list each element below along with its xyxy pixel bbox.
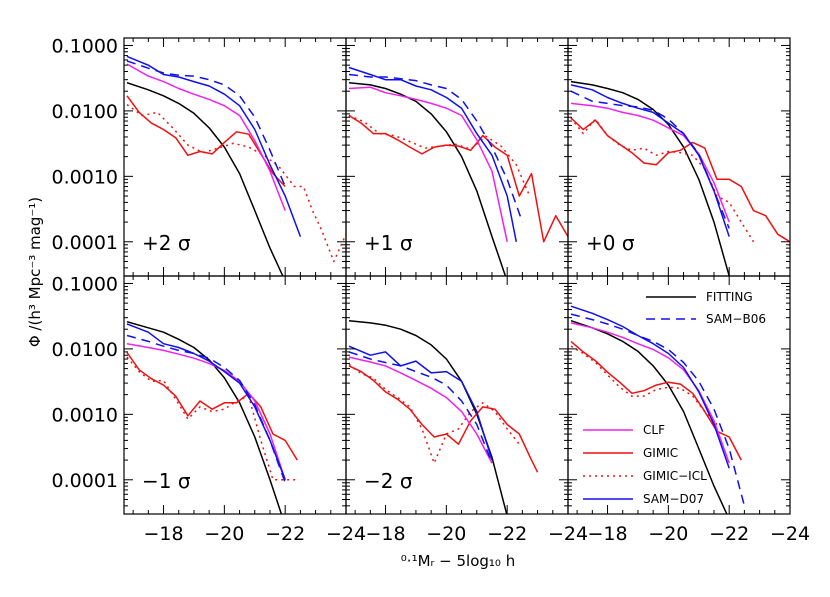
panel-5-x-tick-label: −22: [487, 523, 527, 545]
panel-2-series-clf: [348, 86, 508, 242]
panel-2-series-gimic: [348, 114, 568, 243]
panel-2-label: +1 σ: [364, 231, 413, 255]
legend-top-item-label: SAM−B06: [706, 312, 766, 326]
panel-2-series-sam-b06: [348, 73, 524, 223]
legend-bottom-item-label: CLF: [643, 423, 665, 437]
panel-3-series-gimic: [570, 117, 790, 243]
panel-6-x-tick-label: −24: [770, 523, 810, 545]
panel-4-y-tick-label: 0.1000: [52, 273, 118, 295]
x-axis-title: ⁰·¹Mᵣ − 5log₁₀ h: [401, 552, 515, 570]
panel-1-y-tick-label: 0.1000: [52, 35, 118, 57]
panel-1-series-sam-b06: [126, 60, 286, 187]
panel-3-series-clf: [570, 102, 730, 223]
panel-6-series-sam-b06: [570, 313, 746, 506]
panel-3-series-fitting: [570, 80, 730, 276]
panel-1-y-tick-label: 0.0010: [52, 166, 118, 188]
panel-6-series-clf: [570, 322, 730, 464]
panel-4-x-tick-label: −22: [265, 523, 305, 545]
panel-1-series-fitting: [126, 81, 284, 276]
panel-5-label: −2 σ: [364, 469, 413, 493]
panel-1-y-tick-label: 0.0100: [52, 101, 118, 123]
panel-4-y-tick-label: 0.0010: [52, 404, 118, 426]
panel-3-series-sam-b06: [570, 90, 730, 229]
panel-4-series-gimic-icl: [126, 356, 298, 481]
panel-3-series-gimic-icl: [570, 117, 755, 243]
panel-2-series-gimic-icl: [348, 114, 530, 194]
panel-4-x-tick-label: −18: [143, 523, 183, 545]
panel-5-series-sam-d07: [348, 345, 493, 461]
legend-bottom-item-label: GIMIC: [643, 446, 678, 460]
panel-2-series-sam-d07: [348, 66, 518, 242]
panel-1-label: +2 σ: [142, 231, 191, 255]
legend-bottom-item-label: SAM−D07: [643, 492, 704, 506]
panel-1-series-gimic: [126, 95, 286, 188]
panel-4-series-sam-b06: [126, 334, 286, 484]
panel-6-series-sam-d07: [570, 305, 730, 469]
panel-4-series-clf: [126, 342, 286, 481]
panel-6-x-tick-label: −18: [587, 523, 627, 545]
legend-top-item-label: FITTING: [706, 290, 753, 304]
panel-5-series-sam-b06: [348, 351, 493, 464]
panel-5-series-clf: [348, 356, 493, 464]
panel-5-series-gimic: [348, 365, 539, 473]
panel-5-x-tick-label: −20: [426, 523, 466, 545]
panel-4-y-tick-label: 0.0100: [52, 339, 118, 361]
panel-1-series-sam-d07: [126, 55, 302, 237]
panel-2-series-fitting: [348, 81, 507, 276]
panel-6-x-tick-label: −20: [648, 523, 688, 545]
panel-6-series-gimic-icl: [570, 345, 718, 426]
panel-4-x-tick-label: −20: [204, 523, 244, 545]
panel-3-label: +0 σ: [586, 231, 635, 255]
y-axis-title: Φ /(h³ Mpc⁻³ mag⁻¹): [26, 197, 44, 347]
panel-4-x-tick-label: −24: [326, 523, 366, 545]
panel-5-series-gimic-icl: [348, 363, 520, 464]
panel-4-series-gimic: [126, 352, 298, 461]
panel-6-x-tick-label: −22: [709, 523, 749, 545]
panel-3-series-sam-d07: [570, 84, 730, 237]
panel-4-series-fitting: [126, 320, 283, 514]
panel-1-y-tick-label: 0.0001: [52, 232, 118, 254]
panel-6-series-gimic: [570, 340, 742, 461]
panel-1-series-gimic-icl: [126, 103, 346, 263]
panel-6-series-fitting: [570, 319, 728, 514]
legend-bottom-item-label: GIMIC−ICL: [643, 469, 707, 483]
panel-4-label: −1 σ: [142, 469, 191, 493]
panel-5-x-tick-label: −24: [548, 523, 588, 545]
panel-1-series-clf: [126, 63, 286, 211]
panel-5-x-tick-label: −18: [365, 523, 405, 545]
panel-4-y-tick-label: 0.0001: [52, 470, 118, 492]
